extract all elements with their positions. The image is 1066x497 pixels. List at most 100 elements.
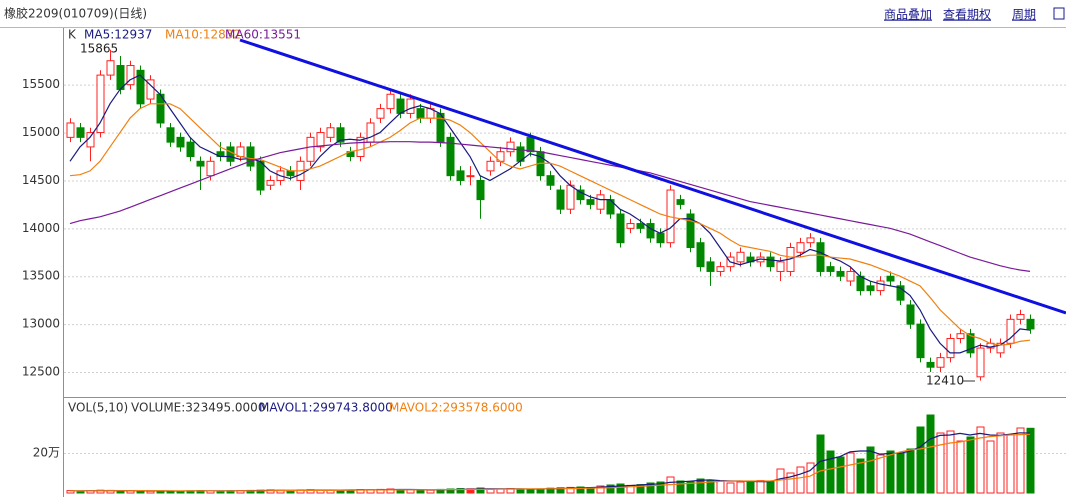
volume-bar xyxy=(936,432,945,494)
volume-bar xyxy=(576,486,585,494)
marks xyxy=(66,49,1035,494)
candle-body xyxy=(396,98,405,114)
candle-body xyxy=(936,357,945,368)
candle-body xyxy=(336,127,345,143)
candle-body xyxy=(556,189,565,210)
candle-body xyxy=(106,60,115,76)
candle-body xyxy=(356,136,365,158)
candle-body xyxy=(776,261,785,272)
candle-body xyxy=(446,136,455,177)
volume-bar xyxy=(886,450,895,494)
volume-bar xyxy=(516,488,525,494)
volume-bar xyxy=(486,488,495,494)
volume-bar xyxy=(996,432,1005,494)
candle-body xyxy=(696,242,705,268)
volume-bar xyxy=(876,454,885,494)
volume-bar xyxy=(866,446,875,494)
y-tick-label: 13500 xyxy=(22,269,60,283)
volume-bar xyxy=(656,481,665,494)
candle-body xyxy=(736,251,745,263)
vol-legend-mavol1: MAVOL1:299743.8000 xyxy=(259,401,393,415)
volume-bar xyxy=(136,490,145,494)
candle-body xyxy=(706,261,715,272)
candle-body xyxy=(96,74,105,134)
volume-bar xyxy=(746,480,755,494)
ma-line xyxy=(69,433,1031,492)
candle-body xyxy=(876,280,885,292)
ma-line xyxy=(69,141,1031,272)
volume-bar xyxy=(736,481,745,494)
candle-body xyxy=(946,337,955,359)
volume-bar xyxy=(916,426,925,494)
candle-body xyxy=(586,199,595,205)
volume-bar xyxy=(946,430,955,494)
candle-body xyxy=(916,323,925,359)
candle-body xyxy=(1006,318,1015,344)
candle-body xyxy=(186,141,195,158)
high-annotation: 15865 xyxy=(80,42,118,56)
period-link[interactable]: 周期 xyxy=(1012,8,1036,22)
candle-body xyxy=(616,213,625,244)
volume-bar xyxy=(826,450,835,494)
candle-body xyxy=(716,266,725,272)
volume-bar xyxy=(696,478,705,494)
volume-bar xyxy=(756,480,765,494)
candle-body xyxy=(766,256,775,268)
volume-bar xyxy=(596,485,605,494)
candle-body xyxy=(646,223,655,239)
volume-bar xyxy=(556,487,565,494)
candle-body xyxy=(826,266,835,272)
volume-bar xyxy=(786,472,795,494)
vol-legend-prefix: VOL(5,10) xyxy=(68,401,128,415)
expand-icon[interactable] xyxy=(1053,7,1065,20)
volume-bar xyxy=(566,486,575,494)
volume-bar xyxy=(956,440,965,494)
volume-bar xyxy=(796,466,805,494)
volume-bar xyxy=(776,468,785,494)
vol-legend-volume: VOLUME:323495.0000 xyxy=(131,401,265,415)
candle-body xyxy=(596,194,605,210)
candle-body xyxy=(686,213,695,249)
legend-prefix: K xyxy=(68,28,77,42)
volume-bar xyxy=(686,481,695,494)
candle-body xyxy=(196,160,205,167)
candle-body xyxy=(306,136,315,162)
candle-body xyxy=(226,146,235,162)
candle-body xyxy=(656,232,665,244)
vol-legend-mavol2: MAVOL2:293578.6000 xyxy=(389,401,523,415)
candle-body xyxy=(816,242,825,272)
candle-body xyxy=(926,361,935,368)
candle-body xyxy=(546,175,555,186)
y-tick-label: 15500 xyxy=(22,77,60,91)
volume-bar xyxy=(986,440,995,494)
volume-bar xyxy=(426,489,435,494)
overlay-link[interactable]: 商品叠加 xyxy=(884,7,932,22)
volume-bar xyxy=(1006,434,1015,494)
candle-body xyxy=(956,333,965,339)
low-annotation: 12410 xyxy=(926,374,964,388)
option-link[interactable]: 查看期权 xyxy=(943,8,991,22)
candle-body xyxy=(896,285,905,301)
candle-body xyxy=(286,170,295,177)
candle-body xyxy=(166,127,175,143)
candle-body xyxy=(366,122,375,143)
candle-body xyxy=(316,132,325,148)
volume-bar xyxy=(806,462,815,494)
candle-body xyxy=(996,342,1005,354)
candle-body xyxy=(626,223,635,229)
y-tick-label: 14500 xyxy=(22,173,60,187)
candle-body xyxy=(836,270,845,277)
ma-line xyxy=(69,103,1031,346)
candle-body xyxy=(416,108,425,119)
candle-body xyxy=(966,333,975,354)
volume-bar xyxy=(896,452,905,494)
legend-ma60: MA60:13551 xyxy=(225,28,301,42)
header-title: 橡胶2209(010709)(日线) xyxy=(4,6,147,21)
y-tick-label: 12500 xyxy=(22,365,60,379)
candle-body xyxy=(676,199,685,205)
candle-body xyxy=(906,304,915,325)
candle-body xyxy=(246,146,255,167)
volume-bar xyxy=(1026,427,1035,494)
y-tick-label: 20万 xyxy=(33,446,60,460)
